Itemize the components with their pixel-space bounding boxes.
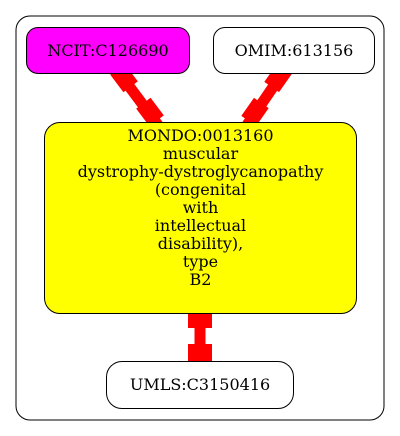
edge-mondo-umls [188, 308, 212, 364]
node-ncit[interactable]: NCIT:C126690 [26, 27, 190, 74]
node-omim-label: OMIM:613156 [234, 40, 354, 60]
node-omim[interactable]: OMIM:613156 [213, 27, 375, 74]
cluster-border [15, 15, 385, 421]
node-mondo-label: MONDO:0013160 muscular dystrophy-dystrog… [77, 126, 324, 289]
node-ncit-label: NCIT:C126690 [47, 40, 169, 60]
node-umls[interactable]: UMLS:C3150416 [106, 361, 294, 409]
node-mondo[interactable]: MONDO:0013160 muscular dystrophy-dystrog… [44, 122, 357, 314]
node-umls-label: UMLS:C3150416 [129, 375, 271, 394]
